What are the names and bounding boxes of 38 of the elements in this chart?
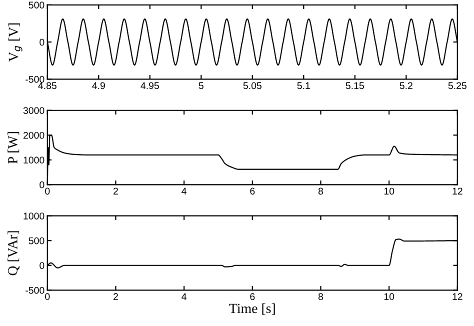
x-tick-label: 4 <box>182 188 186 194</box>
y-tick-label: 2000 <box>23 132 44 139</box>
x-tick-label: 2 <box>114 293 118 300</box>
x-tick-label: 5.25 <box>448 82 466 90</box>
x-tick-label: 5.05 <box>243 82 262 90</box>
x-tick-label: 12 <box>452 293 462 300</box>
y-tick-label: 0 <box>40 262 44 269</box>
y-tick-label: 3000 <box>23 107 44 114</box>
y-tick-label: 1000 <box>24 156 44 164</box>
y-tick-label: -500 <box>26 76 44 83</box>
x-tick-label: 2 <box>114 188 118 194</box>
y-axis-title: V$_{g}$ [V] <box>8 23 22 62</box>
x-tick-label: 8 <box>318 188 324 195</box>
x-tick-label: 10 <box>384 188 394 195</box>
x-tick-label: 5.15 <box>346 82 364 90</box>
x-tick-label: 4 <box>182 293 186 300</box>
y-axis-title: Q [VAr] <box>8 231 20 276</box>
y-tick-label: 500 <box>28 2 44 9</box>
y-tick-label: 500 <box>28 237 44 244</box>
x-tick-label: 5.1 <box>297 82 310 90</box>
y-tick-label: 1000 <box>24 212 44 220</box>
x-tick-label: 12 <box>452 188 462 194</box>
y-axis-title: P [W] <box>8 132 20 164</box>
x-tick-label: 5.2 <box>400 82 412 90</box>
x-tick-label: 4.85 <box>38 82 56 90</box>
y-tick-label: 0 <box>40 181 44 188</box>
x-tick-label: 5 <box>198 82 204 90</box>
x-tick-label: 0 <box>45 188 50 195</box>
x-axis-title: Time [s] <box>229 303 275 315</box>
x-tick-label: 0 <box>45 293 50 300</box>
y-tick-label: 0 <box>40 38 44 46</box>
x-tick-label: 6 <box>250 293 255 300</box>
x-tick-label: 4.9 <box>92 82 105 90</box>
x-tick-label: 10 <box>384 293 394 300</box>
y-tick-label: -500 <box>26 286 44 294</box>
x-tick-label: 6 <box>250 188 255 195</box>
x-tick-label: 8 <box>318 293 324 300</box>
x-tick-label: 4.95 <box>140 82 159 90</box>
